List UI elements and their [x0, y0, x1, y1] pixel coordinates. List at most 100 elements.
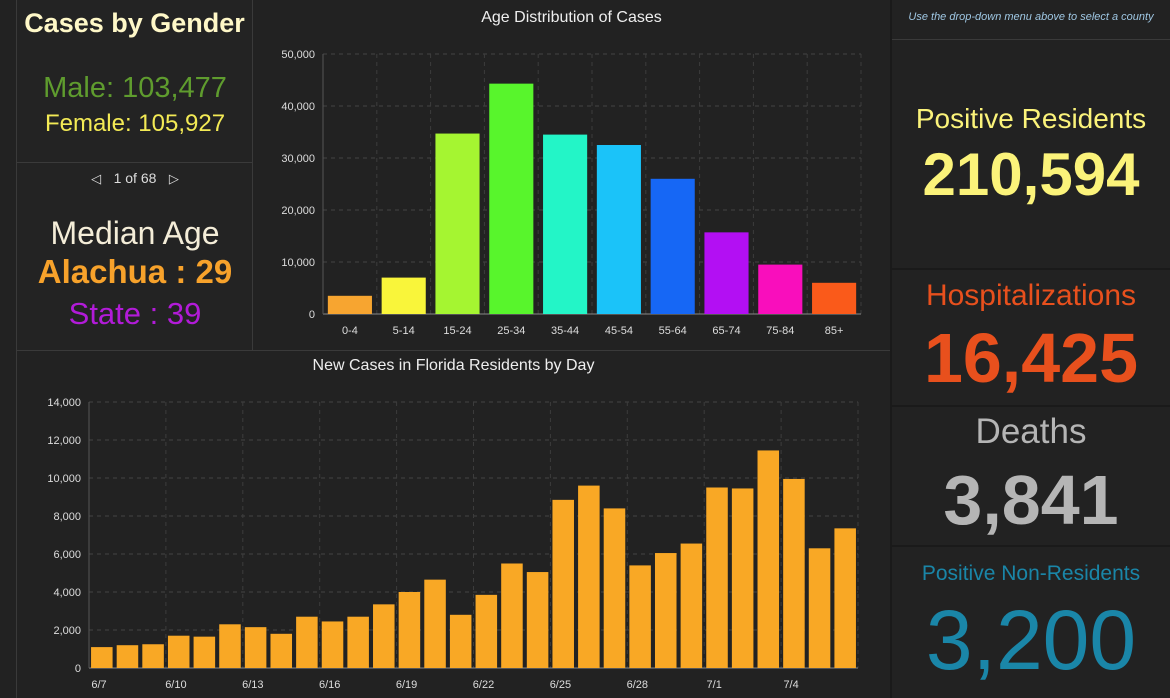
female-count: Female: 105,927 — [44, 110, 226, 137]
x-tick-label: 6/19 — [396, 679, 417, 691]
positive-residents-value: 210,594 — [922, 141, 1140, 208]
x-tick-label: 55-64 — [659, 325, 687, 337]
cases-by-gender-title: Cases by Gender — [24, 8, 245, 38]
bar-7/5 — [808, 548, 831, 668]
bar-7/6 — [834, 528, 856, 668]
x-tick-label: 15-24 — [443, 325, 471, 337]
y-tick-label: 20,000 — [281, 205, 315, 217]
pager: ◁ 1 of 68 ▷ — [0, 170, 270, 187]
y-tick-label: 12,000 — [47, 435, 81, 447]
prev-page-icon[interactable]: ◁ — [91, 171, 102, 186]
y-tick-label: 40,000 — [281, 101, 315, 113]
x-tick-label: 35-44 — [551, 325, 579, 337]
positive-residents-label: Positive Residents — [915, 103, 1147, 134]
hospitalizations-value: 16,425 — [923, 319, 1139, 397]
age-distribution-chart: 0 10,000 20,000 30,000 40,000 50,000 0-4 5-14 15… — [281, 49, 862, 337]
deaths-value: 3,841 — [943, 461, 1119, 539]
bar-7/1 — [706, 487, 728, 668]
bar-6/19 — [398, 592, 421, 668]
bar-5-14 — [381, 277, 426, 314]
median-age-county: Alachua : 29 — [37, 253, 233, 290]
left-edge-line — [16, 0, 17, 698]
x-tick-label: 75-84 — [766, 325, 794, 337]
right-panel-divider — [890, 0, 892, 698]
y-tick-label: 0 — [75, 663, 81, 675]
y-tick-label: 2,000 — [53, 625, 81, 637]
bar-6/7 — [91, 647, 113, 668]
x-tick-label: 85+ — [825, 325, 844, 337]
bar-6/14 — [270, 633, 293, 668]
bar-6/15 — [296, 616, 318, 668]
y-tick-label: 10,000 — [281, 257, 315, 269]
hint-divider — [892, 39, 1170, 40]
bar-6/22 — [475, 594, 498, 668]
y-tick-label: 30,000 — [281, 153, 315, 165]
non-residents-value: 3,200 — [925, 593, 1137, 687]
y-tick-label: 0 — [309, 309, 315, 321]
bar-6/17 — [347, 616, 369, 668]
pager-text: 1 of 68 — [113, 170, 157, 186]
x-tick-label: 6/10 — [165, 679, 186, 691]
age-chart-title: Age Distribution of Cases — [481, 9, 662, 26]
gender-panel — [17, 0, 252, 350]
bar-6/20 — [424, 579, 446, 668]
bar-35-44 — [543, 134, 588, 314]
x-tick-label: 5-14 — [393, 325, 415, 337]
bar-6/12 — [219, 624, 241, 668]
bar-6/9 — [142, 644, 164, 668]
bar-6/23 — [501, 563, 523, 668]
y-tick-label: 8,000 — [53, 511, 81, 523]
y-tick-label: 6,000 — [53, 549, 81, 561]
bar-7/2 — [731, 488, 754, 668]
bar-6/29 — [654, 553, 677, 668]
x-tick-label: 0-4 — [342, 325, 358, 337]
bar-6/18 — [373, 604, 395, 668]
x-tick-label: 6/7 — [91, 679, 106, 691]
row-divider — [17, 350, 890, 351]
daily-cases-chart: 0 2,000 4,000 6,000 8,000 10,000 12,000 14,000 6… — [47, 397, 859, 691]
stat-divider-2 — [892, 405, 1170, 407]
panel-divider-vertical — [252, 0, 253, 350]
y-tick-label: 10,000 — [47, 473, 81, 485]
y-tick-label: 14,000 — [47, 397, 81, 409]
bar-6/27 — [603, 508, 626, 668]
bar-6/13 — [244, 627, 267, 668]
x-tick-label: 6/25 — [550, 679, 571, 691]
bar-7/4 — [783, 478, 805, 668]
bar-65-74 — [704, 232, 749, 314]
bar-15-24 — [435, 133, 480, 314]
bar-6/28 — [629, 565, 651, 668]
bar-85+ — [812, 282, 857, 314]
male-count: Male: 103,477 — [43, 72, 227, 104]
x-tick-label: 45-54 — [605, 325, 633, 337]
non-residents-label: Positive Non-Residents — [921, 562, 1141, 585]
median-age-state: State : 39 — [68, 296, 202, 331]
bar-6/16 — [321, 621, 344, 668]
deaths-label: Deaths — [975, 412, 1087, 451]
bar-6/24 — [526, 572, 549, 668]
x-tick-label: 6/13 — [242, 679, 263, 691]
bar-6/30 — [680, 543, 703, 668]
next-page-icon[interactable]: ▷ — [168, 171, 179, 186]
bar-7/3 — [757, 450, 780, 668]
bar-25-34 — [489, 83, 534, 314]
hospitalizations-label: Hospitalizations — [925, 279, 1137, 312]
bar-0-4 — [327, 295, 372, 314]
x-tick-label: 6/22 — [473, 679, 494, 691]
bar-6/8 — [116, 645, 139, 668]
stat-divider-1 — [892, 268, 1170, 270]
x-tick-label: 6/28 — [627, 679, 648, 691]
x-tick-label: 7/1 — [707, 679, 722, 691]
x-tick-label: 6/16 — [319, 679, 340, 691]
stat-divider-3 — [892, 545, 1170, 547]
daily-chart-title: New Cases in Florida Residents by Day — [312, 357, 595, 374]
median-age-title: Median Age — [50, 215, 220, 251]
bar-75-84 — [758, 264, 803, 314]
y-tick-label: 4,000 — [53, 587, 81, 599]
bar-6/11 — [193, 636, 216, 668]
x-tick-label: 25-34 — [497, 325, 525, 337]
x-tick-label: 65-74 — [712, 325, 740, 337]
bar-6/10 — [167, 635, 190, 668]
dropdown-hint: Use the drop-down menu above to select a… — [908, 11, 1154, 23]
bar-55-64 — [650, 178, 695, 314]
